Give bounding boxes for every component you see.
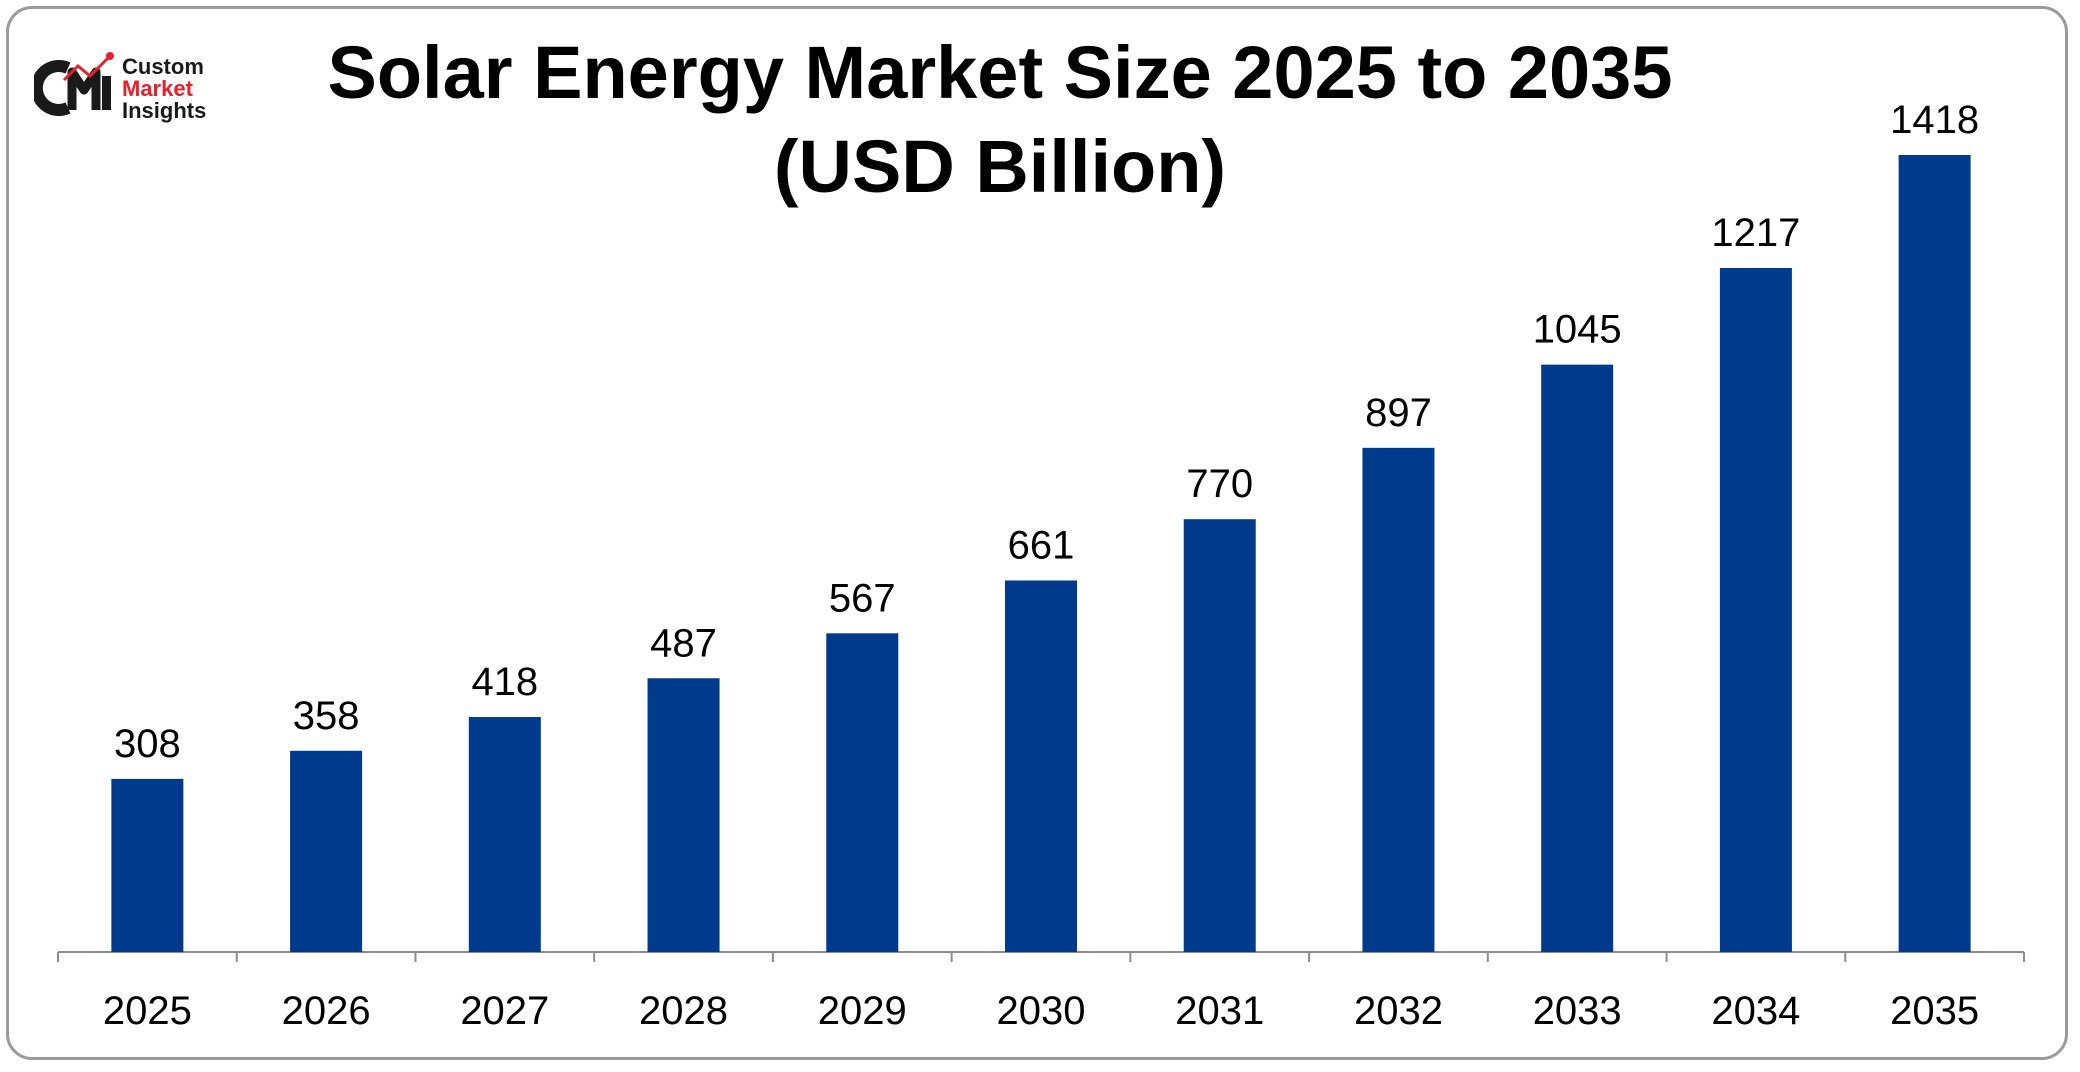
- data-label-2029: 567: [829, 576, 896, 620]
- x-tick-label-2035: 2035: [1890, 989, 1979, 1033]
- chart-title-line-2: (USD Billion): [773, 125, 1227, 208]
- x-tick-label-2032: 2032: [1354, 989, 1443, 1033]
- bar-2025: [111, 778, 184, 952]
- bar-2030: [1005, 580, 1077, 952]
- x-tick-label-2033: 2033: [1533, 989, 1622, 1033]
- data-label-2030: 661: [1008, 523, 1075, 567]
- data-label-2033: 1045: [1533, 308, 1622, 352]
- data-label-2026: 358: [293, 694, 360, 738]
- x-tick-label-2031: 2031: [1175, 989, 1264, 1033]
- brand-logo: Custom Market Insights: [34, 50, 234, 126]
- data-label-2032: 897: [1365, 391, 1432, 435]
- data-label-2031: 770: [1186, 462, 1253, 506]
- x-tick-label-2029: 2029: [818, 989, 907, 1033]
- logo-line-1: Custom: [122, 54, 204, 79]
- chart-title: Solar Energy Market Size 2025 to 2035 (U…: [300, 26, 1700, 214]
- data-label-2025: 308: [114, 722, 181, 766]
- cmi-logo-icon: [34, 52, 114, 116]
- bar-2028: [647, 678, 720, 952]
- logo-line-3: Insights: [122, 98, 207, 123]
- data-label-2034: 1217: [1711, 211, 1800, 255]
- data-label-2028: 487: [650, 621, 717, 665]
- x-tick-label-2026: 2026: [282, 989, 371, 1033]
- chart-title-line-1: Solar Energy Market Size 2025 to 2035: [327, 31, 1673, 114]
- bar-2031: [1183, 519, 1256, 952]
- bar-2035: [1898, 155, 1971, 952]
- bar-2032: [1362, 447, 1435, 952]
- data-label-2035: 1418: [1890, 98, 1979, 142]
- x-tick-label-2030: 2030: [997, 989, 1086, 1033]
- x-tick-label-2034: 2034: [1711, 989, 1800, 1033]
- bar-2033: [1541, 364, 1614, 953]
- data-label-2027: 418: [471, 660, 538, 704]
- logo-line-2: Market: [122, 76, 193, 101]
- x-tick-label-2025: 2025: [103, 989, 192, 1033]
- bar-2026: [290, 750, 363, 952]
- x-tick-label-2028: 2028: [639, 989, 728, 1033]
- logo-wordmark: Custom Market Insights: [122, 56, 206, 122]
- x-tick-label-2027: 2027: [460, 989, 549, 1033]
- bar-2029: [826, 633, 899, 952]
- bar-2027: [468, 717, 541, 952]
- bar-2034: [1719, 267, 1792, 953]
